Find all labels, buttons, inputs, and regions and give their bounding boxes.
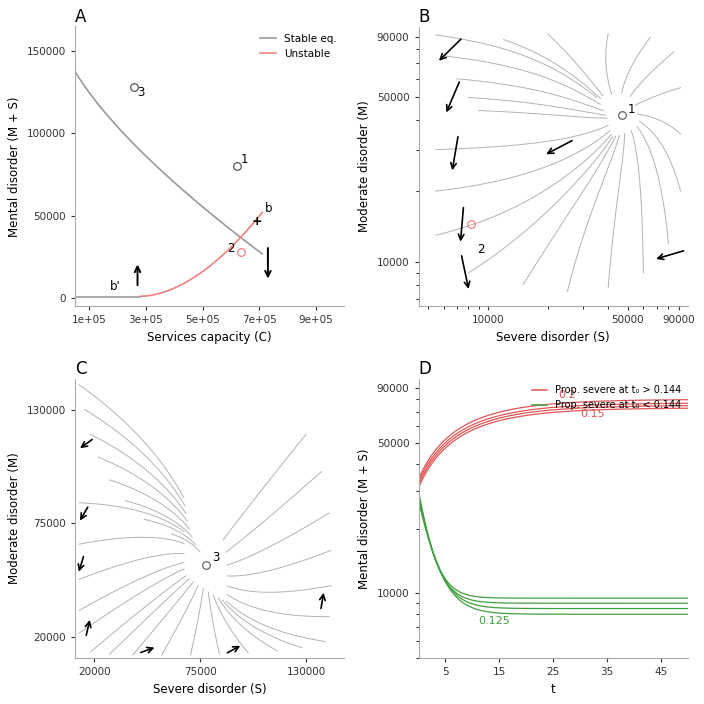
Text: 3: 3 [137, 86, 145, 99]
Text: C: C [75, 360, 87, 378]
Text: b: b [265, 202, 272, 215]
Text: B: B [418, 8, 430, 26]
Text: 1: 1 [628, 103, 636, 116]
Text: 3: 3 [212, 551, 219, 564]
Text: D: D [418, 360, 432, 378]
X-axis label: Services capacity (C): Services capacity (C) [147, 331, 272, 344]
Y-axis label: Moderate disorder (M): Moderate disorder (M) [8, 453, 21, 584]
Y-axis label: Mental disorder (M + S): Mental disorder (M + S) [358, 448, 371, 589]
X-axis label: Severe disorder (S): Severe disorder (S) [496, 331, 610, 344]
Legend: Prop. severe at t₀ > 0.144, Prop. severe at t₀ < 0.144: Prop. severe at t₀ > 0.144, Prop. severe… [530, 384, 683, 412]
Y-axis label: Moderate disorder (M): Moderate disorder (M) [358, 101, 371, 232]
Text: 2: 2 [227, 241, 234, 255]
Text: 0.2: 0.2 [558, 390, 577, 400]
X-axis label: t: t [551, 683, 555, 696]
X-axis label: Severe disorder (S): Severe disorder (S) [153, 683, 267, 696]
Text: +: + [251, 215, 262, 229]
Text: A: A [75, 8, 87, 26]
Text: 1: 1 [241, 153, 249, 166]
Text: b': b' [110, 279, 121, 293]
Text: 0.125: 0.125 [478, 616, 510, 626]
Legend: Stable eq., Unstable: Stable eq., Unstable [258, 32, 339, 61]
Y-axis label: Mental disorder (M + S): Mental disorder (M + S) [8, 96, 21, 237]
Text: 0.15: 0.15 [580, 409, 605, 420]
Text: 2: 2 [477, 244, 485, 256]
